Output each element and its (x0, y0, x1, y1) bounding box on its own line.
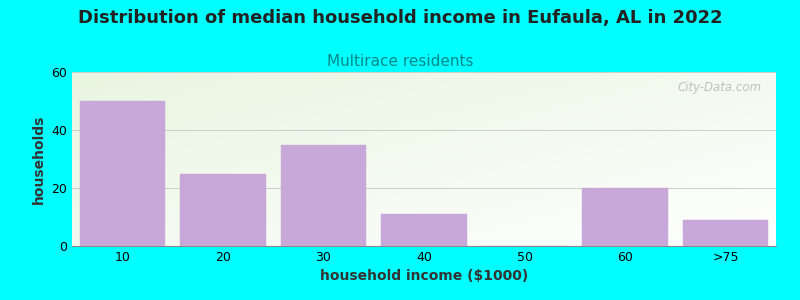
Bar (382, 214, 466, 246)
Y-axis label: households: households (32, 114, 46, 204)
Text: Multirace residents: Multirace residents (326, 54, 474, 69)
X-axis label: household income ($1000): household income ($1000) (320, 269, 528, 284)
Text: City-Data.com: City-Data.com (678, 81, 762, 94)
Text: Distribution of median household income in Eufaula, AL in 2022: Distribution of median household income … (78, 9, 722, 27)
Bar (582, 188, 668, 246)
Bar (79, 101, 165, 246)
Bar (180, 173, 266, 246)
Bar (281, 145, 366, 246)
Bar (683, 220, 769, 246)
